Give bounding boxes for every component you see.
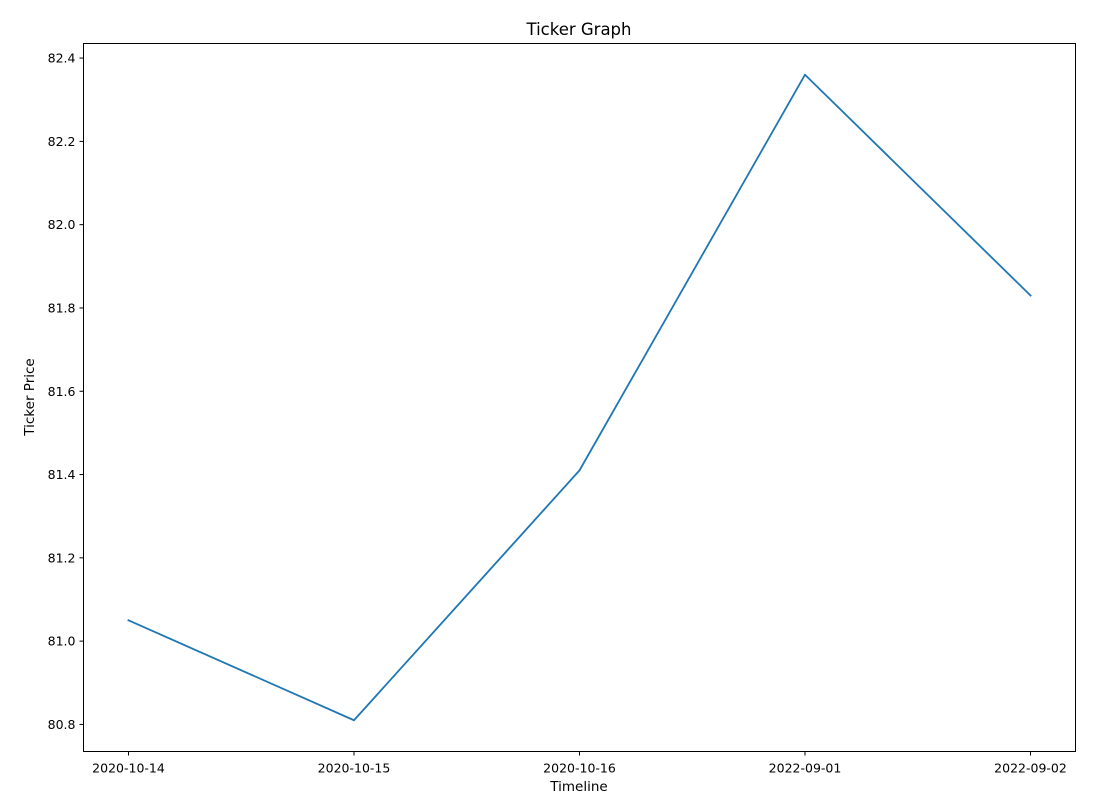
data-point bbox=[578, 469, 581, 472]
y-tick-label: 81.8 bbox=[48, 300, 76, 315]
chart-title: Ticker Graph bbox=[526, 20, 632, 39]
series-line bbox=[127, 73, 1032, 722]
data-point bbox=[1029, 294, 1032, 297]
x-tick-label: 2020-10-16 bbox=[543, 761, 616, 776]
data-point bbox=[127, 619, 130, 622]
x-axis-label: Timeline bbox=[549, 779, 607, 795]
series-layer bbox=[127, 73, 1032, 722]
y-tick-label: 80.8 bbox=[48, 717, 76, 732]
y-tick-label: 81.2 bbox=[48, 550, 76, 565]
y-tick-label: 81.4 bbox=[48, 467, 76, 482]
x-tick-label: 2022-09-02 bbox=[994, 761, 1067, 776]
data-point bbox=[804, 73, 806, 76]
x-tick-label: 2020-10-14 bbox=[92, 761, 165, 776]
y-tick-label: 82.0 bbox=[48, 217, 76, 232]
y-tick-label: 82.2 bbox=[48, 134, 76, 149]
y-tick-label: 81.6 bbox=[48, 384, 76, 399]
y-axis-label: Ticker Price bbox=[22, 358, 38, 436]
x-axis-ticks: 2020-10-14 2020-10-15 2020-10-16 2022-09-01… bbox=[92, 751, 1067, 776]
plot-area-frame bbox=[83, 43, 1076, 752]
x-tick-label: 2022-09-01 bbox=[769, 761, 842, 776]
x-tick-label: 2020-10-15 bbox=[318, 761, 391, 776]
data-point bbox=[353, 719, 355, 722]
y-tick-label: 82.4 bbox=[48, 51, 76, 66]
y-tick-label: 81.0 bbox=[48, 634, 76, 649]
y-axis-ticks: 80.8 81.0 81.2 81.4 81.6 81.8 82.0 82.2 82.4 bbox=[48, 51, 84, 732]
